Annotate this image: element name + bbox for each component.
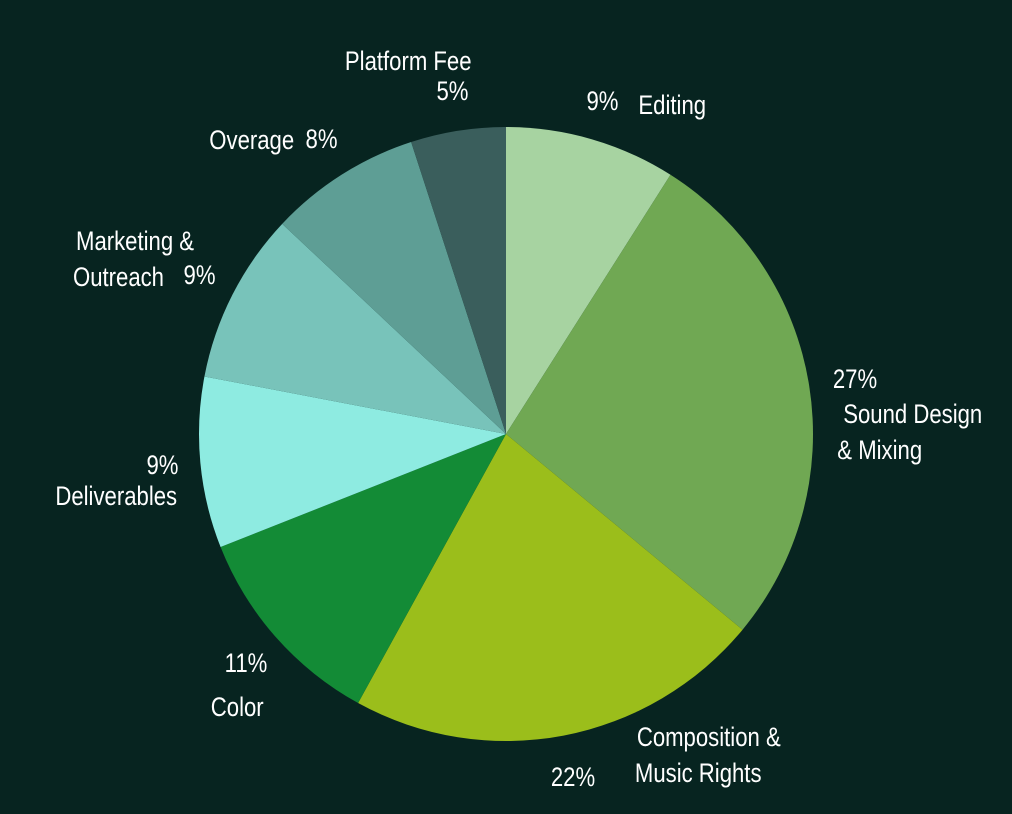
label-marketing-line-2: Outreach [73,263,164,293]
pie-slice-sound-design-mixing [506,174,814,630]
label-composition-line-2: Music Rights [635,759,762,789]
value-platform-fee: 5% [437,77,469,107]
value-editing: 9% [587,87,619,117]
label-sound-design-line-1: Sound Design [843,400,982,430]
pie-slice-platform-fee [411,127,506,434]
value-sound-design: 27% [833,365,877,395]
label-platform-fee: Platform Fee [345,47,472,77]
value-overage: 8% [306,125,338,155]
value-color: 11% [225,649,268,679]
label-sound-design-line-2: & Mixing [837,436,922,466]
pie-slice-color [220,434,506,704]
pie-slice-composition-music-rights [358,434,743,742]
label-color: Color [211,693,264,723]
value-composition: 22% [551,763,595,793]
label-marketing-line-1: Marketing & [76,227,195,257]
label-overage: Overage [209,126,294,156]
pie-slice-marketing-outreach [204,223,506,434]
pie-slice-deliverables [199,376,506,548]
pie-slice-editing [506,127,671,434]
label-editing: Editing [638,91,706,121]
pie-slice-overage [282,142,506,434]
pie-slices [199,127,814,742]
label-deliverables: Deliverables [55,482,177,512]
value-deliverables: 9% [147,451,179,481]
value-marketing: 9% [184,261,216,291]
label-composition-line-1: Composition & [637,723,781,753]
